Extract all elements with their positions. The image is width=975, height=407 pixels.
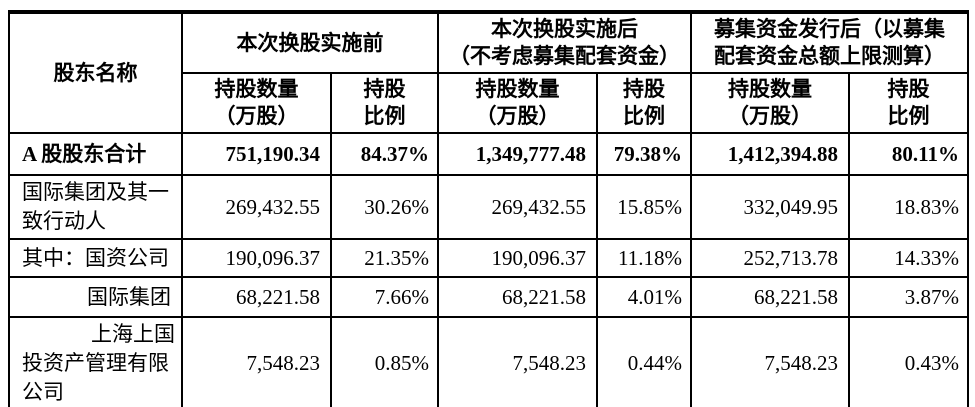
cell-ratio-fundraising: 14.33% <box>848 238 969 278</box>
header-qty-pre: 持股数量 （万股） <box>181 72 332 134</box>
header-ratio-fundraising-line2: 比例 <box>887 104 930 128</box>
cell-ratio-post: 11.18% <box>596 238 692 278</box>
header-qty-post-line2: （万股） <box>475 104 560 128</box>
header-ratio-fundraising: 持股 比例 <box>848 72 969 134</box>
cell-ratio-pre: 21.35% <box>330 238 439 278</box>
header-ratio-post: 持股 比例 <box>596 72 692 134</box>
cell-shareholder: 上海上国 投资产管理有限 公司 <box>8 316 183 407</box>
shareholder-name-line2: 致行动人 <box>22 209 106 233</box>
cell-qty-pre: 68,221.58 <box>181 276 332 318</box>
cell-qty-fundraising: 68,221.58 <box>690 276 850 318</box>
cell-qty-pre: 269,432.55 <box>181 174 332 240</box>
cell-qty-post: 269,432.55 <box>437 174 598 240</box>
table-row: 国际集团 68,221.58 7.66% 68,221.58 4.01% 68,… <box>8 276 969 318</box>
cell-ratio-post: 0.44% <box>596 316 692 407</box>
header-ratio-post-line1: 持股 <box>623 77 665 101</box>
cell-ratio-pre: 0.85% <box>330 316 439 407</box>
header-ratio-fundraising-line1: 持股 <box>887 77 930 101</box>
cell-ratio-pre: 84.37% <box>330 132 439 176</box>
header-qty-fundraising-line1: 持股数量 <box>728 77 812 101</box>
cell-ratio-post: 79.38% <box>596 132 692 176</box>
table-body: A 股股东合计 751,190.34 84.37% 1,349,777.48 7… <box>8 132 969 407</box>
header-qty-fundraising-line2: （万股） <box>728 104 812 128</box>
cell-qty-post: 1,349,777.48 <box>437 132 598 176</box>
header-qty-pre-line2: （万股） <box>214 104 299 128</box>
cell-qty-post: 68,221.58 <box>437 276 598 318</box>
cell-shareholder: A 股股东合计 <box>8 132 183 176</box>
header-group-post-swap-line1: 本次换股实施后 <box>491 17 638 41</box>
header-group-post-fundraising-line2: 配套资金总额上限测算） <box>714 44 945 68</box>
cell-ratio-pre: 7.66% <box>330 276 439 318</box>
header-group-post-swap: 本次换股实施后 （不考虑募集配套资金） <box>437 11 692 74</box>
header-group-post-fundraising-line1: 募集资金发行后（以募集 <box>714 17 945 41</box>
cell-qty-fundraising: 7,548.23 <box>690 316 850 407</box>
cell-qty-pre: 190,096.37 <box>181 238 332 278</box>
header-shareholder-name: 股东名称 <box>8 11 183 134</box>
header-ratio-post-line2: 比例 <box>623 104 665 128</box>
header-ratio-pre-line2: 比例 <box>363 104 406 128</box>
cell-ratio-post: 4.01% <box>596 276 692 318</box>
cell-ratio-pre: 30.26% <box>330 174 439 240</box>
shareholder-name-line3: 公司 <box>22 380 64 404</box>
cell-ratio-fundraising: 3.87% <box>848 276 969 318</box>
table-row: 其中：国资公司 190,096.37 21.35% 190,096.37 11.… <box>8 238 969 278</box>
header-subcol-row: 持股数量 （万股） 持股 比例 持股数量 （万股） 持股 比例 持股数量 （ <box>9 72 969 134</box>
shareholding-table: 股东名称 本次换股实施前 本次换股实施后 （不考虑募集配套资金） 募集资金发行后… <box>8 10 969 407</box>
header-group-pre-swap-line: 本次换股实施前 <box>236 30 384 55</box>
table-row: 上海上国 投资产管理有限 公司 7,548.23 0.85% 7,548.23 … <box>8 316 969 407</box>
header-ratio-pre-line1: 持股 <box>363 77 406 101</box>
cell-qty-post: 190,096.37 <box>437 238 598 278</box>
cell-qty-fundraising: 1,412,394.88 <box>690 132 850 176</box>
cell-qty-fundraising: 252,713.78 <box>690 238 850 278</box>
cell-shareholder: 国际集团 <box>8 276 183 318</box>
cell-qty-post: 7,548.23 <box>437 316 598 407</box>
cell-qty-fundraising: 332,049.95 <box>690 174 850 240</box>
cell-qty-pre: 7,548.23 <box>181 316 332 407</box>
header-qty-fundraising: 持股数量 （万股） <box>690 72 850 134</box>
cell-shareholder: 其中：国资公司 <box>8 238 183 278</box>
cell-shareholder: 国际集团及其一 致行动人 <box>8 174 183 240</box>
cell-ratio-fundraising: 0.43% <box>848 316 969 407</box>
header-group-post-swap-line2: （不考虑募集配套资金） <box>449 44 680 68</box>
header-group-post-fundraising: 募集资金发行后（以募集 配套资金总额上限测算） <box>690 11 969 74</box>
cell-ratio-fundraising: 18.83% <box>848 174 969 240</box>
cell-ratio-fundraising: 80.11% <box>848 132 969 176</box>
header-group-row: 股东名称 本次换股实施前 本次换股实施后 （不考虑募集配套资金） 募集资金发行后… <box>8 11 969 134</box>
table-header: 股东名称 本次换股实施前 本次换股实施后 （不考虑募集配套资金） 募集资金发行后… <box>8 11 969 134</box>
shareholder-name-line1: 上海上国 <box>91 322 175 346</box>
header-qty-pre-line1: 持股数量 <box>214 77 299 101</box>
cell-ratio-post: 15.85% <box>596 174 692 240</box>
table-row: 国际集团及其一 致行动人 269,432.55 30.26% 269,432.5… <box>8 174 969 240</box>
header-qty-post: 持股数量 （万股） <box>437 72 598 134</box>
header-ratio-pre: 持股 比例 <box>330 72 439 134</box>
header-group-pre-swap: 本次换股实施前 <box>181 11 439 74</box>
shareholder-name-line1: 国际集团及其一 <box>22 180 169 204</box>
table-row: A 股股东合计 751,190.34 84.37% 1,349,777.48 7… <box>8 132 969 176</box>
cell-qty-pre: 751,190.34 <box>181 132 332 176</box>
header-qty-post-line1: 持股数量 <box>475 77 560 101</box>
shareholder-name-line2: 投资产管理有限 <box>22 351 169 375</box>
